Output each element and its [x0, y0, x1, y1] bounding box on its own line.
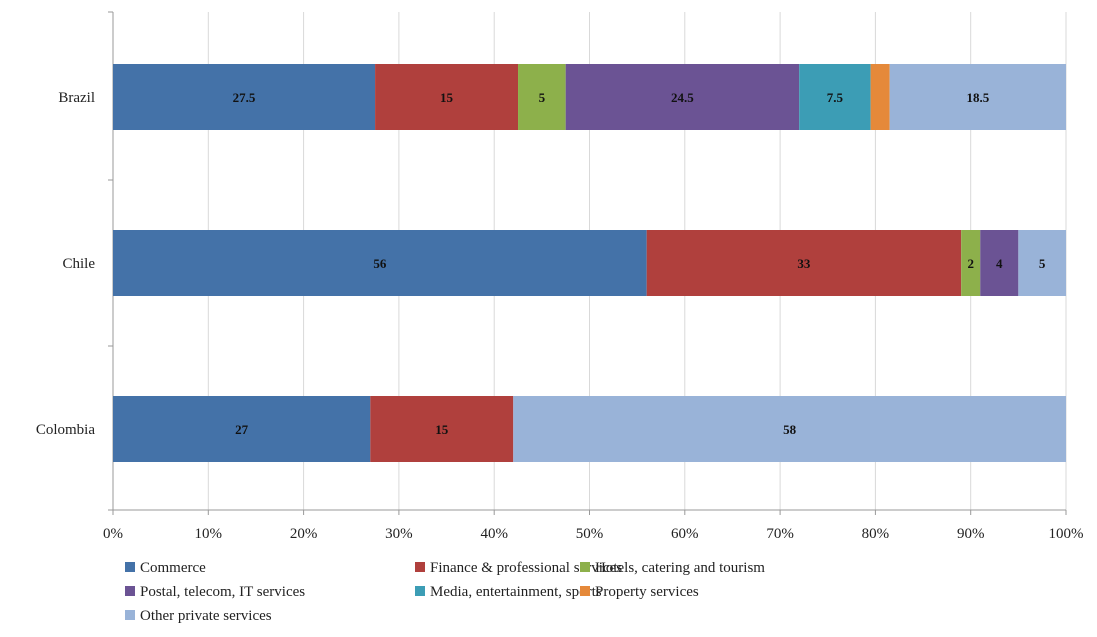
bar-segment: [113, 396, 371, 462]
legend-label: Hotels, catering and tourism: [595, 560, 765, 576]
bar-segment: [961, 230, 981, 296]
legend-label: Commerce: [140, 560, 206, 576]
bars: [113, 64, 1066, 462]
data-label: 15: [440, 90, 454, 105]
bar-segment: [889, 64, 1066, 130]
bar-segment: [1018, 230, 1066, 296]
legend-swatch: [580, 586, 590, 596]
x-tick-label: 100%: [1049, 526, 1084, 542]
legend-item: Finance & professional services: [415, 556, 622, 580]
legend-label: Property services: [595, 584, 699, 600]
legend-swatch: [125, 562, 135, 572]
data-label: 4: [996, 256, 1003, 271]
data-label: 2: [967, 256, 974, 271]
x-tick-label: 0%: [103, 526, 123, 542]
bar-segment: [646, 230, 962, 296]
bar-segment: [518, 64, 566, 130]
stacked-bar-chart: 27.5 15 5 24.5 7.5 18.5 56 33 2 4 5 27 15 58 Brazil Ch…: [36, 11, 1084, 542]
x-tick-label: 40%: [480, 526, 508, 542]
category-label: Brazil: [58, 90, 95, 106]
legend-label: Finance & professional services: [430, 560, 623, 576]
data-label: 7.5: [827, 90, 844, 105]
x-tick-label: 30%: [385, 526, 413, 542]
legend-item: Postal, telecom, IT services: [125, 580, 305, 604]
legend-label: Other private services: [140, 608, 272, 624]
data-label: 5: [539, 90, 546, 105]
data-label: 56: [373, 256, 387, 271]
data-label: 5: [1039, 256, 1046, 271]
data-labels: 27.5 15 5 24.5 7.5 18.5 56 33 2 4 5 27 15 58: [233, 90, 1046, 437]
legend-swatch: [125, 586, 135, 596]
legend-swatch: [415, 562, 425, 572]
bar-segment: [370, 396, 514, 462]
legend-label: Media, entertainment, sports: [430, 584, 602, 600]
bar-segment: [799, 64, 871, 130]
data-label: 15: [435, 422, 449, 437]
x-tick-label: 20%: [290, 526, 318, 542]
bar-segment: [565, 64, 800, 130]
legend-swatch: [125, 610, 135, 620]
legend-label: Postal, telecom, IT services: [140, 584, 306, 600]
x-tick-label: 10%: [195, 526, 223, 542]
category-label: Chile: [63, 256, 96, 272]
data-label: 33: [797, 256, 811, 271]
data-label: 27: [235, 422, 249, 437]
x-tick-label: 50%: [576, 526, 604, 542]
data-label: 24.5: [671, 90, 694, 105]
x-tick-label: 90%: [957, 526, 985, 542]
legend-item: Media, entertainment, sports: [415, 580, 602, 604]
legend-swatch: [580, 562, 590, 572]
data-label: 27.5: [233, 90, 256, 105]
legend-item: Commerce: [125, 556, 206, 580]
category-label: Colombia: [36, 422, 96, 438]
legend-item: Property services: [580, 580, 699, 604]
x-tick-label: 70%: [766, 526, 794, 542]
bar-segment: [513, 396, 1066, 462]
bar-segment: [980, 230, 1019, 296]
legend: Commerce Finance & professional services H…: [125, 556, 1085, 634]
legend-item: Hotels, catering and tourism: [580, 556, 765, 580]
category-labels: Brazil Chile Colombia: [36, 90, 96, 438]
legend-item: Other private services: [125, 604, 272, 628]
bar-segment: [375, 64, 519, 130]
data-label: 18.5: [966, 90, 989, 105]
data-label: 58: [783, 422, 797, 437]
bar-segment: [113, 64, 376, 130]
x-tick-label: 80%: [862, 526, 890, 542]
bar-segment: [113, 230, 647, 296]
bar-segment: [870, 64, 890, 130]
x-tick-label: 60%: [671, 526, 699, 542]
x-tick-labels: 0% 10% 20% 30% 40% 50% 60% 70% 80% 90% 100%: [103, 526, 1084, 542]
legend-swatch: [415, 586, 425, 596]
